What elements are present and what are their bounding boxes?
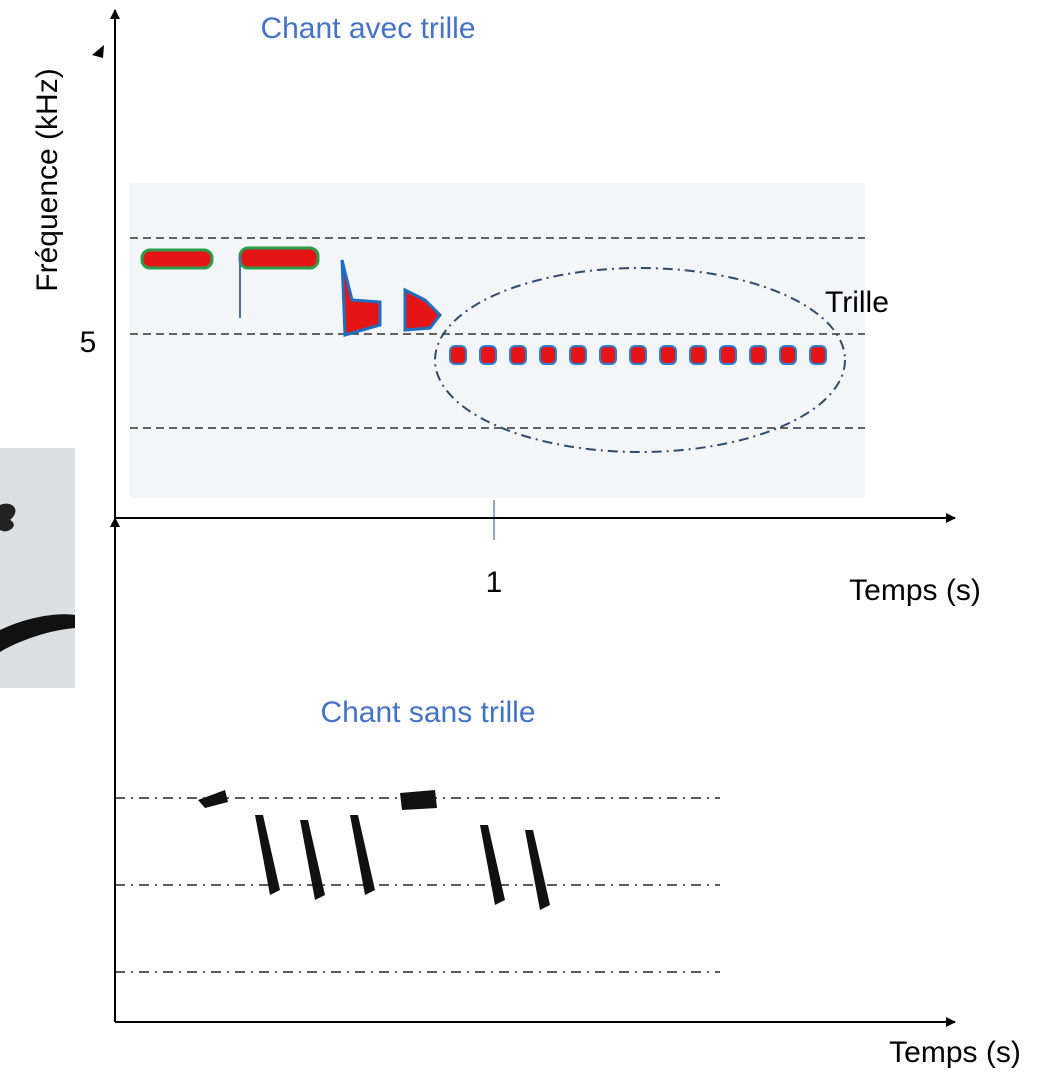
panel-title: Chant avec trille: [260, 12, 475, 45]
trill-note: [629, 345, 647, 365]
photo-bird: [0, 503, 16, 532]
panel-title: Chant sans trille: [320, 696, 535, 729]
photo-background: [0, 448, 75, 688]
syllable: [255, 815, 280, 895]
trill-note: [479, 345, 497, 365]
trill-note: [509, 345, 527, 365]
trill-note: [599, 345, 617, 365]
syllable: [238, 246, 320, 270]
syllable: [403, 287, 442, 332]
trill-note: [659, 345, 677, 365]
photo-branch: [0, 614, 75, 652]
trill-note: [749, 345, 767, 365]
trill-note: [779, 345, 797, 365]
x-axis-label: Temps (s): [889, 1036, 1021, 1069]
trill-note: [719, 345, 737, 365]
y-axis-label: Fréquence (kHz): [31, 68, 64, 291]
spectrogram-strokes: [198, 790, 550, 910]
trill-note: [449, 345, 467, 365]
annotation: Trille: [825, 286, 889, 319]
syllable: [480, 825, 505, 905]
spectrogram-background: [130, 183, 865, 498]
trill-note: [539, 345, 557, 365]
arrow-head: [92, 45, 104, 58]
syllable: [525, 830, 550, 910]
x-axis-label: Temps (s): [849, 574, 981, 607]
bird-photo: [0, 448, 75, 688]
syllable: [140, 248, 214, 270]
trill-ellipse: [434, 267, 846, 453]
trill-note: [569, 345, 587, 365]
x-tick-label: 1: [486, 566, 503, 599]
syllable: [300, 820, 325, 900]
spectrogram-syllables: [140, 246, 442, 337]
syllable: [350, 815, 375, 895]
syllable: [340, 259, 382, 337]
trill-note: [689, 345, 707, 365]
trill-notes: [449, 345, 827, 365]
syllable: [400, 790, 437, 810]
trill-note: [809, 345, 827, 365]
y-tick-label: 5: [80, 326, 97, 359]
syllable: [198, 790, 228, 808]
